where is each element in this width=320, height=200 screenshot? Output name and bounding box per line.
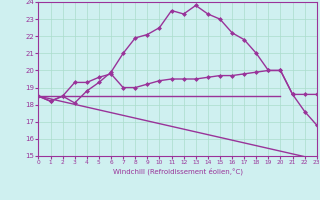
X-axis label: Windchill (Refroidissement éolien,°C): Windchill (Refroidissement éolien,°C) xyxy=(113,168,243,175)
